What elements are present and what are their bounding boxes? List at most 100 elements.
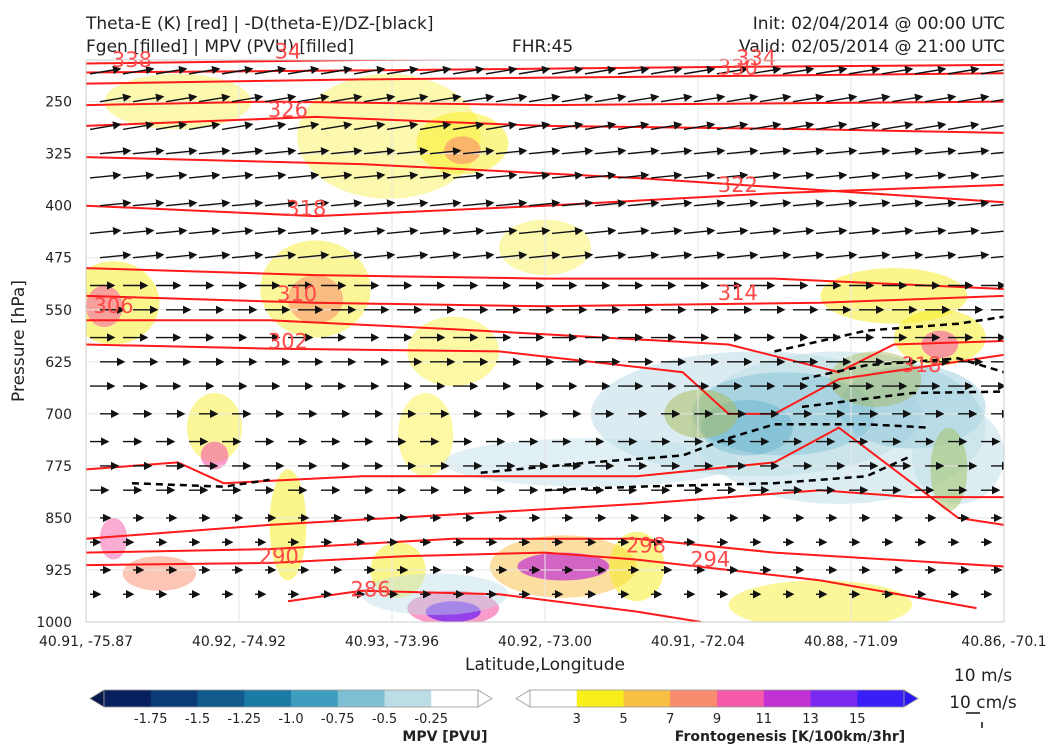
colorbar-extend-low <box>89 689 105 708</box>
wind-vector <box>452 65 485 75</box>
wind-vector <box>485 65 518 75</box>
wind-vector <box>495 147 528 156</box>
mpv-colorbar: -1.75 -1.5 -1.25 -1.0 -0.75 -0.5 -0.25 <box>89 689 493 727</box>
theta-e-label: 322 <box>718 173 758 197</box>
filled-contour-region <box>287 275 344 324</box>
theta-e-contour <box>86 319 1004 374</box>
colorbar-segment <box>670 690 718 707</box>
wind-vector <box>518 226 551 236</box>
wind-vector <box>914 121 947 131</box>
wind-vector <box>287 65 320 75</box>
wind-vector <box>99 147 132 156</box>
wind-vector <box>132 147 165 156</box>
wind-vector <box>683 121 716 131</box>
filled-contour-region <box>517 552 610 581</box>
dthetae-dz-contour <box>801 390 1004 409</box>
wind-vector <box>528 93 561 103</box>
x-tick-label: 40.91, -72.04 <box>651 634 745 650</box>
theta-e-label: 314 <box>718 281 758 305</box>
x-tick-label: 40.88, -71.09 <box>804 634 898 650</box>
wind-vector <box>848 171 881 180</box>
wind-vector <box>495 199 528 208</box>
theta-e-label: 290 <box>259 545 299 569</box>
wind-vector <box>881 65 914 75</box>
wind-vector <box>231 251 264 260</box>
wind-vector <box>386 226 419 236</box>
wind-vector <box>980 121 1004 131</box>
wind-vector <box>518 121 551 131</box>
colorbar-extend-high <box>477 689 493 708</box>
wind-vector <box>297 251 330 260</box>
wind-vector <box>825 147 858 156</box>
wind-vector <box>188 121 221 131</box>
wind-vector <box>518 171 551 180</box>
wind-vector <box>914 226 947 236</box>
wind-vector <box>561 93 594 103</box>
wind-vector <box>429 93 462 103</box>
wind-vector <box>881 171 914 180</box>
colorbar-tick: 11 <box>755 712 772 727</box>
colorbar-frame <box>529 689 905 708</box>
wind-vector <box>782 65 815 75</box>
wind-vector <box>782 121 815 131</box>
wind-vector <box>848 226 881 236</box>
theta-e-contour <box>86 100 1004 107</box>
wind-vector <box>683 65 716 75</box>
plot-frame <box>85 59 1005 623</box>
wind-vector <box>759 147 792 156</box>
wind-vector <box>683 226 716 236</box>
wind-vector <box>594 93 627 103</box>
colorbar-segment <box>291 690 339 707</box>
colorbar-tick: 15 <box>849 712 866 727</box>
colorbar-tick: -0.25 <box>414 712 448 727</box>
theta-e-contour <box>86 72 1004 85</box>
wind-vector <box>132 199 165 208</box>
y-axis-label: Pressure [hPa] <box>9 280 29 402</box>
wind-vector <box>485 171 518 180</box>
wind-vector <box>627 251 660 260</box>
x-axis-ticks: 40.91, -75.87 40.92, -74.92 40.93, -73.96 4… <box>39 634 1047 650</box>
wind-vector <box>924 251 957 260</box>
x-tick-label: 40.86, -70.1 <box>961 634 1046 650</box>
wind-vector <box>419 226 452 236</box>
wind-vector <box>650 171 683 180</box>
wind-vector <box>617 226 650 236</box>
wind-vector <box>320 171 353 180</box>
vertical-motion-reference-label: 10 cm/s <box>949 693 1017 713</box>
filled-contour-region <box>728 580 913 622</box>
theta-e-contour <box>86 343 1004 415</box>
colorbar-tick: -0.75 <box>321 712 355 727</box>
wind-vector <box>914 171 947 180</box>
wind-vector <box>990 151 1004 155</box>
theta-e-label: 318 <box>901 353 941 377</box>
wind-vector <box>363 251 396 260</box>
wind-vector <box>693 93 726 103</box>
wind-vector <box>452 226 485 236</box>
colorbar-segment <box>384 690 432 707</box>
y-tick-label: 850 <box>45 511 72 527</box>
wind-vector <box>231 93 264 103</box>
wind-vector <box>254 121 287 131</box>
colorbar-segment <box>530 690 578 707</box>
colorbar-tick: -1.75 <box>134 712 168 727</box>
colorbar-tick: 7 <box>666 712 674 727</box>
wind-vector <box>198 251 231 260</box>
y-tick-label: 1000 <box>36 615 72 631</box>
wind-vector <box>221 171 254 180</box>
wind-vector <box>726 93 759 103</box>
wind-vector <box>396 251 429 260</box>
wind-vector <box>221 65 254 75</box>
colorbar-segment <box>576 690 624 707</box>
colorbar-segment <box>857 690 905 707</box>
theta-e-contour <box>86 489 1004 540</box>
wind-vector <box>551 121 584 131</box>
colorbar-segment <box>810 690 858 707</box>
wind-vector <box>396 147 429 156</box>
dthetae-dz-contour <box>774 315 1004 353</box>
wind-vector <box>858 93 891 103</box>
wind-vector <box>617 121 650 131</box>
wind-vector <box>231 147 264 156</box>
frontogenesis-colorbar: 3 5 7 9 11 13 15 <box>515 689 919 727</box>
theta-e-contour <box>86 294 1004 308</box>
wind-vector <box>330 251 363 260</box>
